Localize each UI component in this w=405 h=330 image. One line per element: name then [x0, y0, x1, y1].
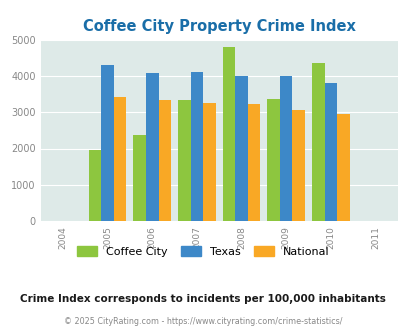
Bar — [292, 110, 304, 221]
Bar — [158, 100, 171, 221]
Bar — [113, 97, 126, 221]
Bar — [89, 150, 101, 221]
Bar — [222, 47, 235, 221]
Bar — [247, 104, 260, 221]
Bar — [190, 72, 202, 221]
Bar — [336, 114, 349, 221]
Bar — [235, 76, 247, 221]
Title: Coffee City Property Crime Index: Coffee City Property Crime Index — [83, 19, 355, 34]
Bar — [133, 135, 146, 221]
Bar — [311, 63, 324, 221]
Bar — [279, 76, 292, 221]
Bar — [267, 99, 279, 221]
Bar — [146, 73, 158, 221]
Text: © 2025 CityRating.com - https://www.cityrating.com/crime-statistics/: © 2025 CityRating.com - https://www.city… — [64, 317, 341, 326]
Bar — [202, 103, 215, 221]
Bar — [178, 100, 190, 221]
Text: Crime Index corresponds to incidents per 100,000 inhabitants: Crime Index corresponds to incidents per… — [20, 294, 385, 304]
Bar — [324, 83, 336, 221]
Legend: Coffee City, Texas, National: Coffee City, Texas, National — [73, 243, 332, 260]
Bar — [101, 65, 113, 221]
